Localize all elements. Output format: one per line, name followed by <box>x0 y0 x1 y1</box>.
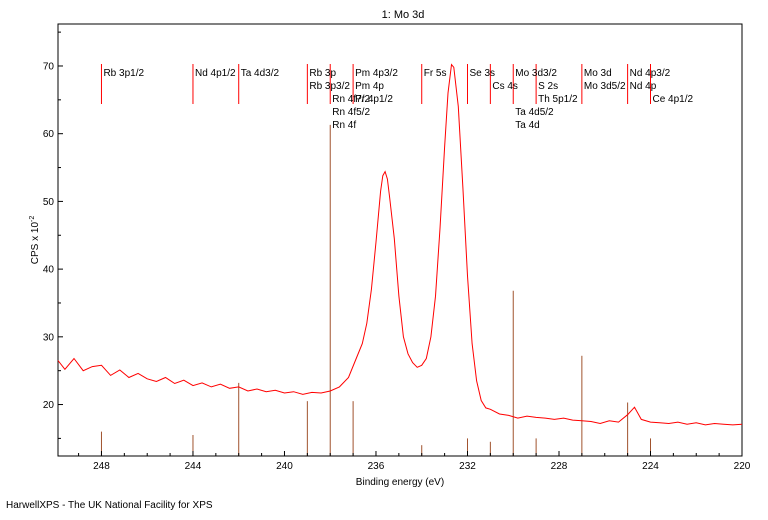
x-tick-label: 228 <box>551 461 568 472</box>
marker-label: Th 5p1/2 <box>538 94 578 105</box>
marker-label: Ce 4p1/2 <box>652 94 693 105</box>
y-tick-label: 30 <box>43 332 55 343</box>
x-tick-label: 224 <box>642 461 659 472</box>
marker-label: Mo 3d5/2 <box>584 81 626 92</box>
marker-label: Fr 5s <box>424 68 447 79</box>
x-tick-label: 244 <box>185 461 202 472</box>
marker-label: Rn 4f7/2 <box>332 94 370 105</box>
marker-label: Se 3s <box>469 68 495 79</box>
marker-group <box>100 64 651 456</box>
marker-label: Rb 3p <box>309 68 336 79</box>
y-tick-label: 70 <box>43 61 55 72</box>
marker-label: Nd 4p3/2 <box>630 68 671 79</box>
x-tick-label: 248 <box>93 461 110 472</box>
y-tick-label: 20 <box>43 400 55 411</box>
marker-label: Ta 4d5/2 <box>515 107 554 118</box>
x-tick-label: 232 <box>459 461 476 472</box>
marker-label: Pm 4p <box>355 81 384 92</box>
marker-label: Nd 4p1/2 <box>195 68 236 79</box>
y-axis-label: CPS x 10-2 <box>29 216 41 265</box>
marker-label: Pr 4p1/2 <box>355 94 393 105</box>
plot-frame <box>57 23 743 457</box>
marker-label: S 2s <box>538 81 558 92</box>
marker-label: Nd 4p <box>630 81 657 92</box>
marker-label: Ta 4d3/2 <box>241 68 280 79</box>
footer-text: HarwellXPS - The UK National Facility fo… <box>6 500 213 511</box>
y-tick-label: 50 <box>43 197 55 208</box>
marker-label: Cs 4s <box>492 81 518 92</box>
y-axis-label-text: CPS x 10 <box>30 222 41 265</box>
marker-label: Rb 3p1/2 <box>103 68 144 79</box>
marker-label-group: Rb 3p1/2 Nd 4p1/2 Ta 4d3/2 Rb 3p Rb 3p3/2 Rn … <box>103 68 693 131</box>
x-tick-label: 240 <box>276 461 293 472</box>
x-axis-ticks: 248 244 240 236 232 228 224 220 <box>78 451 751 472</box>
marker-label: Ta 4d <box>515 120 539 131</box>
marker-label: Rb 3p3/2 <box>309 81 350 92</box>
marker-label: Mo 3d3/2 <box>515 68 557 79</box>
marker-label: Rn 4f5/2 <box>332 107 370 118</box>
x-axis-label: Binding energy (eV) <box>356 477 444 488</box>
y-axis-label-exponent: -2 <box>29 216 36 222</box>
y-tick-label: 40 <box>43 265 55 276</box>
spectrum-line <box>57 63 743 426</box>
y-axis-ticks: 20 30 40 50 60 70 <box>43 31 63 439</box>
marker-label: Pm 4p3/2 <box>355 68 398 79</box>
marker-label: Mo 3d <box>584 68 612 79</box>
marker-label: Rn 4f <box>332 120 356 131</box>
y-tick-label: 60 <box>43 129 55 140</box>
x-tick-label: 220 <box>734 461 751 472</box>
chart-title: 1: Mo 3d <box>382 9 425 21</box>
x-tick-label: 236 <box>368 461 385 472</box>
